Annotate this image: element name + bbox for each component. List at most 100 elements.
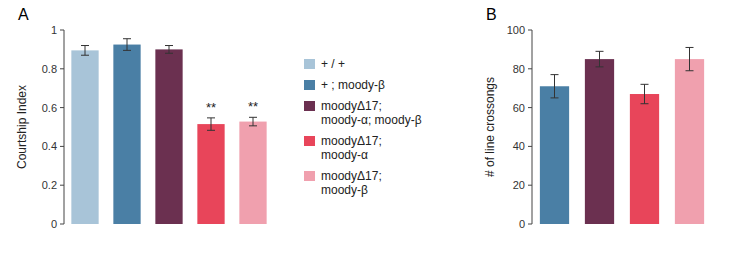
bar <box>71 50 98 224</box>
y-tick-label: 80 <box>513 63 525 75</box>
legend-swatch <box>304 80 315 90</box>
legend-label-line: moody-α; moody-β <box>321 113 422 127</box>
error-stem <box>554 75 555 98</box>
error-cap <box>165 53 173 54</box>
y-tick <box>60 146 64 147</box>
significance-marker: ** <box>248 99 258 114</box>
error-stem <box>169 46 170 54</box>
significance-marker: ** <box>206 100 216 115</box>
error-stem <box>211 118 212 130</box>
y-tick-label: 20 <box>513 179 525 191</box>
legend-swatch <box>304 136 315 146</box>
bar <box>113 45 140 224</box>
y-tick <box>60 224 64 225</box>
error-bar <box>165 46 173 54</box>
bar <box>675 59 704 224</box>
legend-label: moodyΔ17;moody-α <box>321 134 382 162</box>
error-cap <box>81 45 89 46</box>
y-tick-label: 0.8 <box>42 63 57 75</box>
y-tick <box>60 107 64 108</box>
y-tick <box>528 30 532 31</box>
error-cap <box>596 51 604 52</box>
y-tick-label: 0.2 <box>42 179 57 191</box>
legend-label-line: moody-β <box>321 183 368 197</box>
error-stem <box>253 117 254 126</box>
error-cap <box>686 47 694 48</box>
y-tick-label: 0.4 <box>42 140 57 152</box>
legend-swatch <box>304 171 315 181</box>
bar <box>630 94 659 224</box>
error-bar <box>249 117 257 126</box>
legend-label: + / + <box>321 57 345 71</box>
legend-label-line: moodyΔ17; <box>321 99 382 113</box>
error-cap <box>249 117 257 118</box>
error-stem <box>644 84 645 103</box>
legend-label-line: + ; moody-β <box>321 78 385 92</box>
y-tick <box>60 68 64 69</box>
error-bar <box>207 118 215 130</box>
error-cap <box>686 70 694 71</box>
y-tick <box>528 107 532 108</box>
panel: A Courtship Index 0 0.2 0.4 0.6 0.8 1 ** ** <box>15 6 267 230</box>
bar <box>239 122 266 224</box>
error-cap <box>641 84 649 85</box>
panel-label: B <box>486 6 497 23</box>
y-tick <box>528 224 532 225</box>
y-axis-line <box>64 30 65 224</box>
y-tick-label: 0 <box>51 218 57 230</box>
error-bar <box>686 47 694 70</box>
y-tick <box>528 68 532 69</box>
legend-label-line: moodyΔ17; <box>321 134 382 148</box>
y-axis-label: # of line crossongs <box>483 77 497 177</box>
y-tick <box>528 146 532 147</box>
legend-swatch <box>304 59 315 69</box>
error-cap <box>165 45 173 46</box>
error-cap <box>123 38 131 39</box>
bar <box>155 49 182 224</box>
error-cap <box>249 125 257 126</box>
y-tick <box>60 30 64 31</box>
legend-swatch <box>304 101 315 111</box>
error-cap <box>551 97 559 98</box>
error-cap <box>207 130 215 131</box>
error-bar <box>81 46 89 56</box>
legend-label: moodyΔ17;moody-β <box>321 169 382 197</box>
y-axis-label: Courtship Index <box>15 85 29 169</box>
panel-label: A <box>18 6 29 23</box>
error-bar <box>551 75 559 98</box>
legend: + / ++ ; moody-βmoodyΔ17;moody-α; moody-… <box>304 57 422 197</box>
y-axis-line <box>532 30 533 224</box>
y-tick <box>528 185 532 186</box>
bar <box>197 124 224 224</box>
error-cap <box>596 66 604 67</box>
error-cap <box>551 74 559 75</box>
bar <box>540 86 569 224</box>
bar <box>585 59 614 224</box>
error-cap <box>123 50 131 51</box>
y-tick-label: 100 <box>507 24 525 36</box>
y-tick-label: 0.6 <box>42 102 57 114</box>
marks <box>71 39 266 224</box>
marks <box>540 47 704 224</box>
error-bar <box>641 84 649 103</box>
legend-label-line: + / + <box>321 57 345 71</box>
error-stem <box>127 39 128 51</box>
error-stem <box>599 51 600 67</box>
legend-label: + ; moody-β <box>321 78 385 92</box>
legend-label: moodyΔ17;moody-α; moody-β <box>321 99 422 127</box>
error-cap <box>641 103 649 104</box>
y-tick-label: 40 <box>513 140 525 152</box>
error-bar <box>123 39 131 51</box>
chart: A Courtship Index 0 0.2 0.4 0.6 0.8 1 ** ** + / + +… <box>0 0 733 260</box>
error-stem <box>85 46 86 56</box>
legend-label-line: moodyΔ17; <box>321 169 382 183</box>
panel: B # of line crossongs 0 20 40 60 80 100 <box>483 6 704 230</box>
y-tick-label: 1 <box>51 24 57 36</box>
error-stem <box>689 47 690 70</box>
y-tick-label: 60 <box>513 102 525 114</box>
y-tick-label: 0 <box>519 218 525 230</box>
legend-label-line: moody-α <box>321 148 368 162</box>
error-bar <box>596 51 604 67</box>
error-cap <box>81 55 89 56</box>
error-cap <box>207 117 215 118</box>
